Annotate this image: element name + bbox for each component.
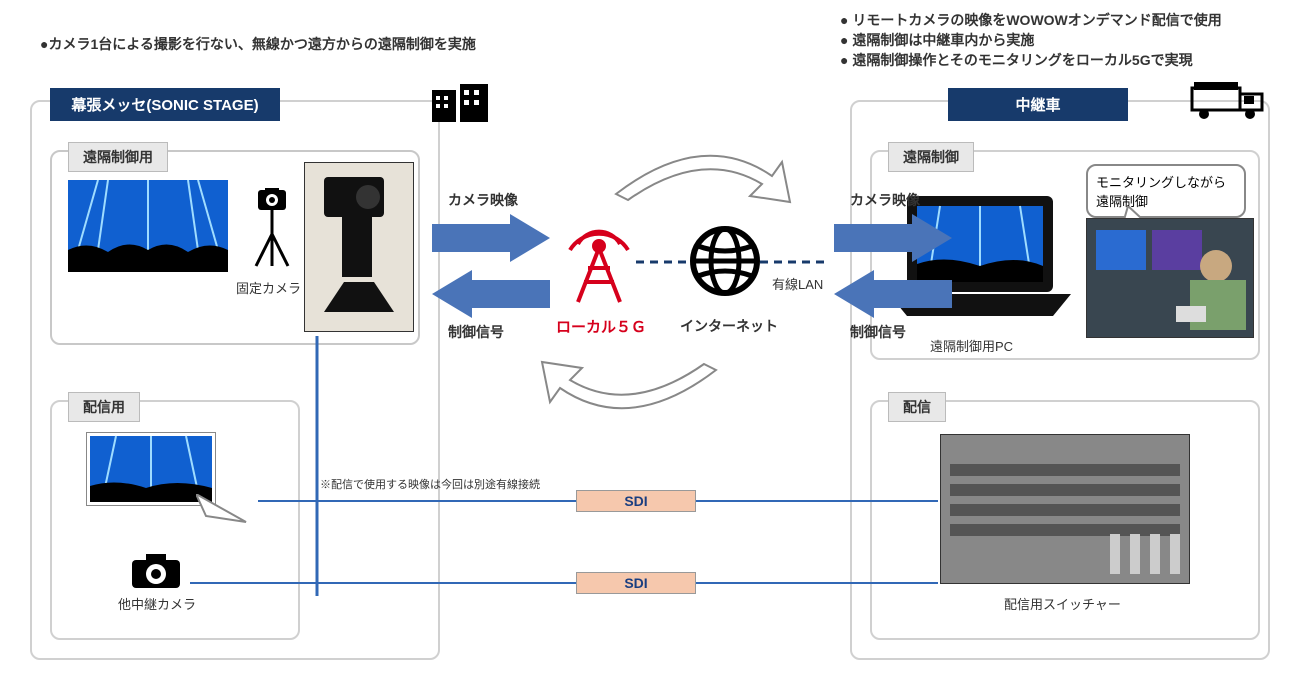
sdi-box-1: SDI (576, 490, 696, 512)
camera-video-left: カメラ映像 (448, 190, 518, 210)
heading-right-0: ● リモートカメラの映像をWOWOWオンデマンド配信で使用 (840, 10, 1222, 30)
camera-video-right: カメラ映像 (850, 190, 920, 210)
heading-right-1: ● 遠隔制御は中継車内から実施 (840, 30, 1222, 50)
tripod-camera-icon (248, 188, 296, 268)
switcher-label: 配信用スイッチャー (1004, 594, 1121, 613)
rig-down-line (312, 336, 322, 596)
wired-lan-label: 有線LAN (772, 274, 823, 293)
right-box2-title: 配信 (888, 392, 946, 422)
callout-tail-1 (196, 494, 256, 534)
left-box2-title: 配信用 (68, 392, 140, 422)
heading-left: ●カメラ1台による撮影を行ない、無線かつ遠方からの遠隔制御を実施 (40, 34, 476, 54)
local5g-label: ローカル５Ｇ (556, 316, 646, 337)
building-icon (430, 80, 490, 124)
antenna-icon (560, 216, 638, 306)
other-camera-label: 他中継カメラ (118, 594, 196, 613)
monitoring-callout: モニタリングしながら遠隔制御 (1086, 164, 1246, 218)
camera-rig-photo (304, 162, 414, 332)
cycle-arrow-top (606, 140, 796, 206)
arrow-right-pair (834, 214, 954, 318)
arrow-left-pair (432, 214, 552, 318)
left-box1-title: 遠隔制御用 (68, 142, 168, 172)
fixed-camera-label: 固定カメラ (236, 278, 301, 297)
truck-icon (1190, 78, 1264, 122)
pc-label: 遠隔制御用PC (930, 336, 1013, 355)
internet-label: インターネット (680, 316, 778, 336)
camera-icon (128, 550, 184, 590)
globe-icon (688, 224, 762, 298)
sdi-line-2 (190, 582, 938, 584)
sdi-box-2: SDI (576, 572, 696, 594)
dash-5g-internet (636, 260, 686, 264)
operator-photo (1086, 218, 1254, 338)
control-signal-right: 制御信号 (850, 322, 906, 342)
sdi-note: ※配信で使用する映像は今回は別途有線接続 (320, 476, 540, 492)
left-group-title: 幕張メッセ(SONIC STAGE) (50, 88, 280, 121)
right-box1-title: 遠隔制御 (888, 142, 974, 172)
concert-image (68, 180, 228, 272)
switcher-photo (940, 434, 1190, 584)
control-signal-left: 制御信号 (448, 322, 504, 342)
heading-right-2: ● 遠隔制御操作とそのモニタリングをローカル5Gで実現 (840, 50, 1222, 70)
cycle-arrow-bottom (536, 358, 726, 424)
dash-internet-lan (760, 260, 830, 264)
right-group-title: 中継車 (948, 88, 1128, 121)
